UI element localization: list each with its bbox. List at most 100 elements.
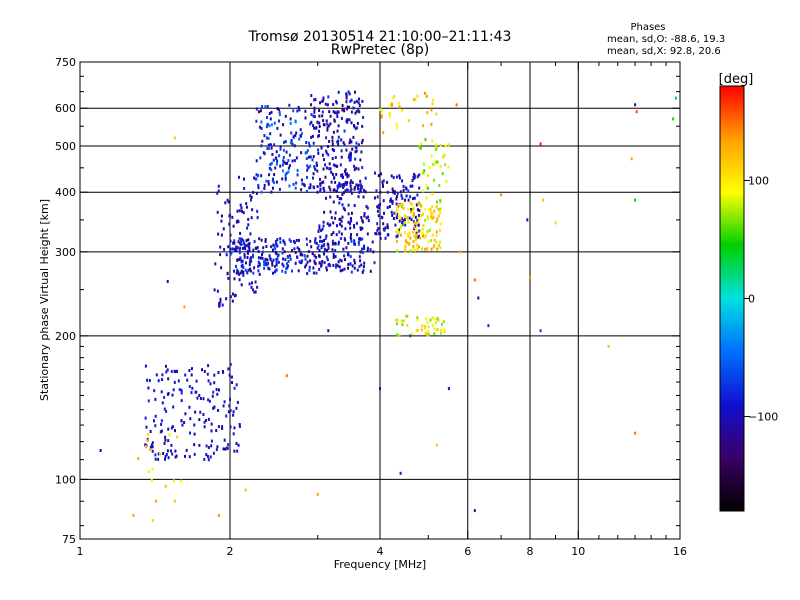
data-point — [331, 135, 334, 139]
data-point — [396, 204, 399, 208]
data-point — [285, 150, 288, 154]
data-point — [264, 257, 267, 261]
data-point — [359, 226, 362, 230]
data-point — [229, 253, 232, 256]
data-point — [343, 109, 346, 113]
data-point — [287, 260, 290, 263]
data-point — [333, 176, 336, 180]
data-point — [205, 444, 208, 448]
data-point — [395, 175, 398, 179]
data-point — [263, 262, 266, 266]
data-point — [399, 471, 402, 475]
data-point — [336, 110, 339, 114]
data-point — [245, 202, 248, 206]
data-point — [325, 119, 328, 123]
data-point — [217, 189, 220, 193]
data-point — [257, 174, 260, 178]
chart-subtitle: RwPretec (8p) — [331, 42, 429, 58]
data-point — [293, 247, 296, 251]
data-point — [211, 394, 214, 398]
data-point — [267, 136, 270, 140]
data-point — [435, 143, 438, 147]
data-point — [359, 179, 362, 183]
data-point — [320, 146, 323, 150]
data-point — [194, 410, 197, 414]
data-point — [415, 222, 418, 226]
data-point — [275, 156, 278, 160]
data-point — [447, 165, 450, 169]
data-point — [255, 159, 258, 163]
data-point — [246, 271, 249, 275]
data-point — [229, 362, 232, 366]
data-point — [406, 216, 409, 220]
data-point — [409, 334, 412, 338]
data-point — [407, 189, 410, 193]
data-point — [414, 215, 417, 219]
data-point — [347, 266, 349, 270]
data-point — [423, 235, 426, 239]
data-point — [219, 253, 222, 257]
data-point — [360, 185, 363, 189]
data-point — [261, 256, 264, 260]
data-point — [191, 367, 193, 371]
data-point — [228, 222, 231, 226]
data-point — [289, 117, 292, 121]
data-point — [431, 233, 434, 237]
data-point — [419, 203, 422, 207]
data-point — [340, 219, 343, 223]
data-point — [396, 212, 399, 216]
data-point — [431, 217, 434, 221]
data-point — [289, 141, 292, 145]
data-point — [425, 247, 428, 251]
data-point — [319, 188, 322, 191]
data-point — [424, 218, 427, 222]
data-point — [349, 222, 351, 226]
data-point — [265, 263, 268, 267]
data-point — [386, 190, 389, 194]
data-point — [315, 271, 318, 275]
data-point — [340, 138, 343, 142]
data-point — [438, 184, 441, 187]
data-point — [160, 422, 163, 426]
data-point — [313, 261, 316, 265]
data-point — [441, 172, 444, 176]
data-point — [144, 443, 147, 447]
data-point — [304, 151, 307, 155]
data-point — [338, 258, 341, 262]
data-point — [301, 259, 304, 263]
data-point — [212, 451, 215, 455]
data-point — [444, 144, 447, 148]
data-point — [406, 241, 409, 245]
data-point — [99, 449, 102, 452]
data-point — [313, 259, 316, 263]
data-point — [401, 203, 404, 207]
data-point — [189, 417, 192, 421]
data-point — [424, 331, 427, 335]
data-point — [310, 245, 313, 249]
data-point — [430, 122, 433, 126]
data-point — [674, 96, 677, 100]
data-point — [445, 179, 448, 183]
data-point — [413, 234, 416, 238]
data-point — [427, 208, 430, 212]
data-point — [319, 184, 322, 188]
data-point — [149, 448, 152, 452]
data-point — [423, 169, 426, 173]
data-point — [214, 262, 217, 266]
data-point — [272, 177, 274, 181]
data-point — [193, 452, 196, 456]
data-point — [210, 422, 213, 426]
data-point — [260, 238, 263, 242]
data-point — [366, 248, 369, 252]
data-point — [405, 187, 408, 191]
data-point — [248, 249, 251, 253]
data-point — [149, 445, 152, 449]
data-point — [232, 224, 235, 228]
data-point — [380, 114, 383, 118]
data-point — [395, 123, 398, 127]
data-point — [202, 413, 205, 416]
x-tick-label: 1 — [77, 545, 84, 558]
data-point — [295, 181, 298, 185]
data-point — [334, 249, 337, 253]
data-point — [350, 233, 352, 236]
